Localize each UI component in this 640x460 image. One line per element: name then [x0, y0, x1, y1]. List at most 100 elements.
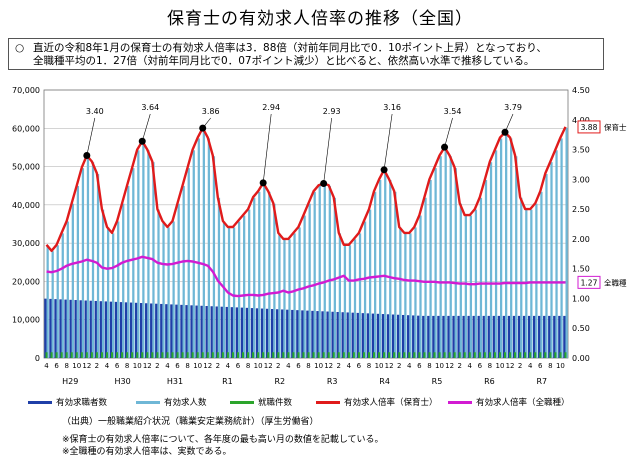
employed-bar — [111, 352, 114, 358]
left-axis-tick-label: 40,000 — [12, 201, 40, 210]
seekers-bar — [432, 315, 435, 358]
x-month-label: 10 — [375, 362, 384, 370]
offers-bar — [263, 183, 266, 358]
x-month-label: 12 — [264, 362, 273, 370]
employed-bar — [176, 352, 179, 358]
employed-bar — [211, 352, 214, 358]
peak-label: 2.93 — [323, 107, 341, 116]
x-month-label: 4 — [44, 362, 49, 370]
employed-bar — [539, 352, 542, 358]
fiscal-year-label: H29 — [62, 377, 78, 386]
employed-bar — [70, 352, 73, 358]
employed-bar — [554, 352, 557, 358]
left-axis-tick-label: 0 — [35, 354, 40, 363]
seekers-bar — [326, 311, 329, 358]
offers-bar — [484, 179, 488, 358]
x-month-label: 2 — [95, 362, 99, 370]
seekers-bar — [502, 315, 506, 358]
seekers-bar — [321, 311, 324, 358]
seekers-bar — [306, 310, 309, 358]
x-month-label: 10 — [133, 362, 142, 370]
offers-bar — [328, 185, 331, 358]
seekers-bar — [139, 303, 143, 358]
employed-bar — [473, 352, 476, 358]
seekers-bar — [543, 315, 546, 358]
offers-bar — [439, 156, 442, 358]
seekers-bar — [442, 315, 445, 358]
offers-bar — [81, 168, 85, 358]
employed-bar — [247, 352, 250, 358]
x-month-label: 8 — [367, 362, 371, 370]
x-month-label: 8 — [488, 362, 492, 370]
x-month-label: 8 — [125, 362, 129, 370]
offers-bar — [162, 221, 165, 358]
offers-bar — [555, 150, 558, 358]
seekers-bar — [109, 301, 113, 358]
seekers-bar — [487, 315, 490, 358]
seekers-bar — [210, 306, 213, 358]
right-axis-tick-label: 4.50 — [572, 86, 590, 95]
offers-bar — [368, 209, 372, 358]
plot-frame — [43, 89, 569, 359]
employed-bar — [100, 352, 103, 358]
seekers-bar — [356, 312, 359, 358]
peak-leader — [141, 113, 151, 142]
x-month-label: 6 — [54, 362, 59, 370]
x-month-label: 2 — [457, 362, 461, 370]
right-axis-tick-label: 1.00 — [572, 294, 590, 303]
peak-leader — [444, 117, 453, 148]
right-axis-tick-label: 3.50 — [572, 146, 590, 155]
offers-bar — [479, 197, 483, 358]
summary-bullet: ○ — [15, 42, 25, 54]
x-month-label: 10 — [314, 362, 323, 370]
seekers-bar — [59, 299, 62, 358]
offers-bar — [127, 185, 130, 358]
employed-bar — [312, 352, 315, 358]
left-axis-tick-label: 70,000 — [12, 86, 40, 95]
x-month-label: 8 — [306, 362, 310, 370]
offers-bar — [389, 179, 392, 358]
employed-bar — [126, 352, 129, 358]
left-axis-tick-label: 50,000 — [12, 163, 40, 172]
seekers-bar — [507, 315, 511, 358]
seekers-bar — [553, 315, 556, 358]
seekers-bar — [79, 300, 82, 358]
employed-bar — [75, 352, 78, 358]
page-title: 保育士の有効求人倍率の推移（全国） — [167, 9, 473, 29]
seekers-bar — [145, 303, 148, 358]
seekers-bar — [401, 314, 405, 358]
seekers-bar — [160, 303, 163, 358]
offers-bar — [419, 215, 422, 358]
right-axis-tick-label: 2.50 — [572, 205, 590, 214]
x-month-label: 2 — [337, 362, 341, 370]
employed-bar — [524, 352, 527, 358]
employed-bar — [267, 352, 270, 358]
employed-bar — [418, 352, 421, 358]
offers-bar — [494, 150, 498, 358]
offers-bar — [106, 227, 110, 358]
employed-bar — [151, 352, 154, 358]
offers-bar — [565, 127, 568, 358]
legend-employed-swatch — [230, 401, 254, 404]
peak-marker — [441, 143, 449, 151]
offers-bar — [530, 209, 533, 358]
employed-bar — [433, 352, 436, 358]
seekers-bar — [422, 315, 425, 358]
ratio-all-line — [46, 255, 566, 298]
right-axis-tick-label: 0.50 — [572, 324, 590, 333]
x-month-label: 12 — [385, 362, 394, 370]
offers-bar — [414, 227, 417, 358]
seekers-bar — [230, 307, 233, 358]
peak-leader — [383, 113, 393, 170]
x-month-label: 6 — [417, 362, 422, 370]
seekers-bar — [175, 304, 178, 358]
x-month-label: 8 — [548, 362, 552, 370]
offers-bar — [56, 245, 59, 358]
employed-bar — [201, 352, 204, 358]
offers-bar — [172, 221, 175, 358]
employed-bar — [171, 352, 174, 358]
employed-bar — [357, 352, 360, 358]
legend-job-seekers-swatch — [28, 401, 52, 404]
employed-bar — [378, 352, 381, 358]
seekers-bar — [497, 315, 500, 358]
